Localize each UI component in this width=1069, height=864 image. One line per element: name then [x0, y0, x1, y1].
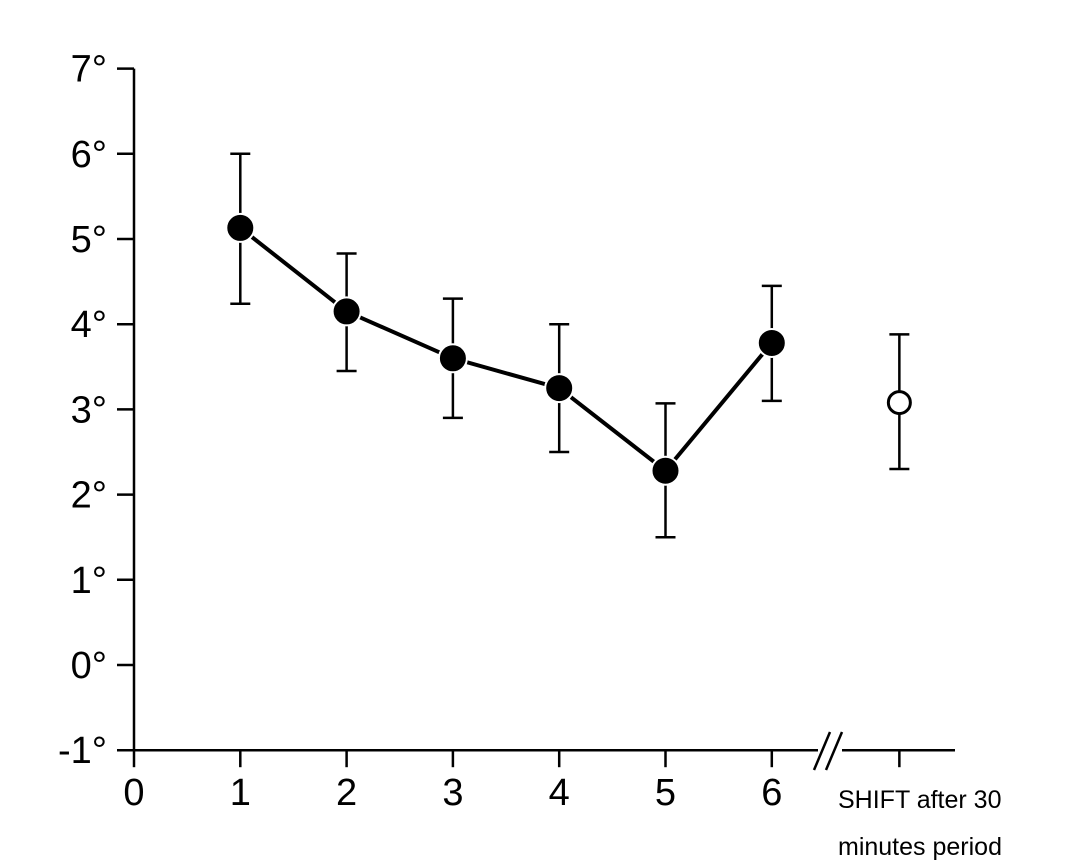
y-tick-label: 6°	[71, 134, 107, 176]
open-data-point	[886, 390, 912, 416]
data-point	[437, 343, 468, 374]
y-tick-label: 2°	[71, 475, 107, 517]
data-point	[650, 455, 681, 486]
y-tick-label: 5°	[71, 219, 107, 261]
data-point	[544, 373, 575, 404]
y-tick-label: 3°	[71, 389, 107, 431]
data-points	[225, 212, 912, 486]
series-lines	[239, 226, 774, 474]
x-tick-label: 5	[655, 772, 676, 814]
x-tick-label: 2	[336, 772, 357, 814]
data-point	[331, 296, 362, 327]
error-bars	[230, 152, 910, 539]
ticks: -1° 0° 1° 2° 3° 4° 5° 6° 7° 0 1 2 3 4 5 6	[58, 49, 901, 814]
series-line	[239, 226, 774, 474]
y-tick-label: 4°	[71, 304, 107, 346]
x-tick-label: 0	[123, 772, 144, 814]
y-tick-label: -1°	[58, 730, 107, 772]
data-point	[756, 327, 787, 358]
shift-label-line2: minutes period	[838, 833, 1002, 861]
x-tick-label: 4	[549, 772, 570, 814]
y-tick-label: 7°	[71, 49, 107, 91]
axis-break-mark	[812, 731, 832, 771]
y-tick-label: 1°	[71, 560, 107, 602]
y-tick-label: 0°	[71, 645, 107, 687]
shift-label-line1: SHIFT after 30	[838, 786, 1002, 814]
x-tick-label: 1	[230, 772, 251, 814]
x-tick-label: 6	[761, 772, 782, 814]
data-point	[225, 212, 256, 243]
axis-break-mark	[824, 731, 844, 771]
axes	[132, 68, 955, 771]
x-tick-label: 3	[442, 772, 463, 814]
